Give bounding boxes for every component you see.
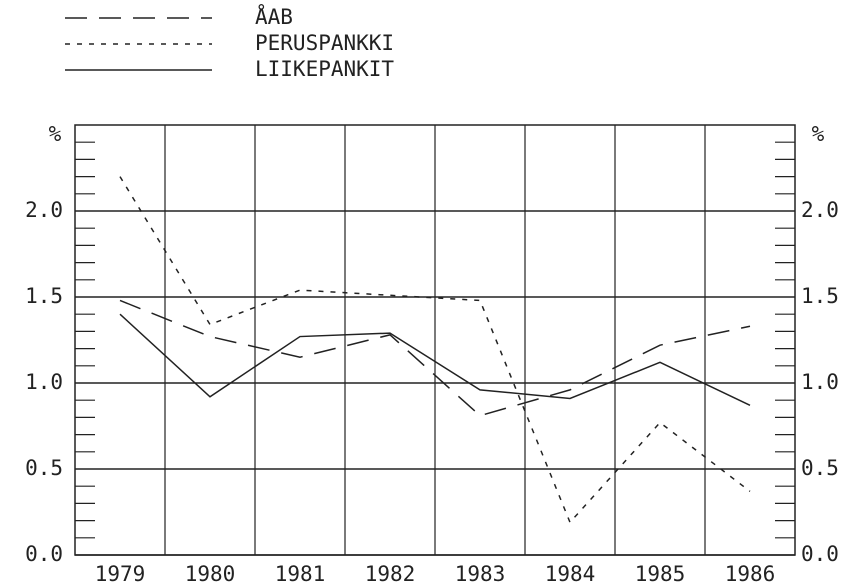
y-tick-label: 0.0: [25, 542, 63, 566]
y-tick-label: 2.0: [25, 198, 63, 222]
legend-label: LIIKEPANKIT: [255, 57, 394, 81]
x-tick-label: 1982: [365, 562, 416, 586]
x-tick-label: 1979: [95, 562, 146, 586]
series-line: [119, 313, 751, 407]
y-axis-label: %: [49, 122, 62, 146]
y-tick-label-right: 1.5: [801, 284, 839, 308]
y-tick-label-right: 1.0: [801, 370, 839, 394]
y-tick-label-right: 2.0: [801, 198, 839, 222]
y-tick-label-right: 0.5: [801, 456, 839, 480]
x-tick-label: 1981: [275, 562, 326, 586]
y-tick-label: 1.0: [25, 370, 63, 394]
series-line: [119, 299, 751, 417]
y-tick-label: 1.5: [25, 284, 63, 308]
x-tick-label: 1985: [635, 562, 686, 586]
y-tick-label-right: 0.0: [801, 542, 839, 566]
y-axis-label-right: %: [812, 122, 825, 146]
x-tick-label: 1984: [545, 562, 596, 586]
legend-label: PERUSPANKKI: [255, 31, 394, 55]
y-tick-label: 0.5: [25, 456, 63, 480]
x-tick-label: 1986: [725, 562, 776, 586]
legend-label: ÅAB: [255, 3, 293, 29]
x-tick-label: 1983: [455, 562, 506, 586]
x-tick-label: 1980: [185, 562, 236, 586]
